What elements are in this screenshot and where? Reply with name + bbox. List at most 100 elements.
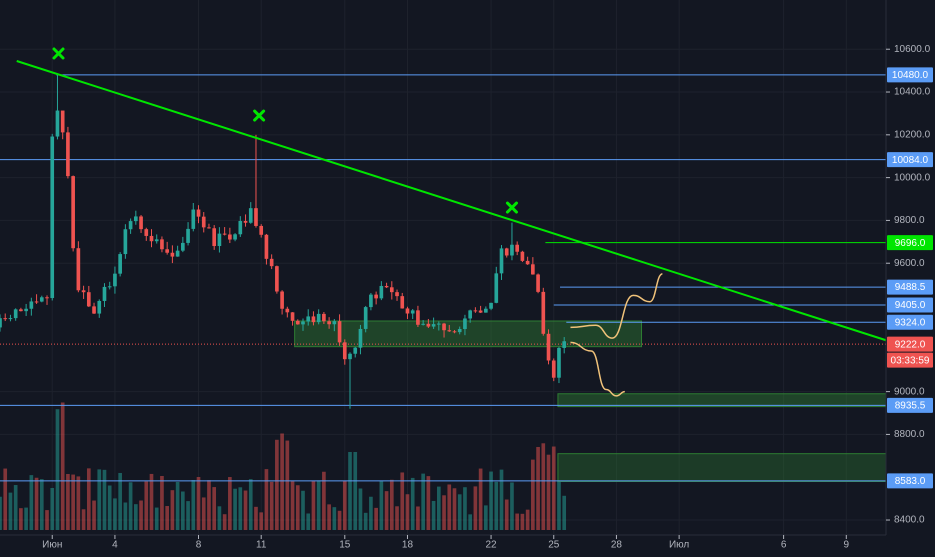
level-price-tag: 9405.0 (887, 297, 933, 313)
volume-bar (24, 507, 28, 530)
volume-bar (19, 508, 23, 530)
candle-body (520, 251, 525, 261)
candle-body (50, 136, 55, 299)
x-tick-label: 9 (844, 540, 850, 551)
volume-bar (13, 485, 18, 530)
volume-bar (238, 487, 243, 530)
volume-bar (275, 439, 279, 530)
support-zone[interactable] (557, 453, 887, 482)
candle-body (170, 252, 175, 257)
volume-bar (254, 506, 258, 530)
candle-body (510, 244, 514, 256)
level-price-tag-label: 9324.0 (895, 317, 926, 328)
volume-bar (144, 481, 149, 530)
projection-path[interactable] (570, 273, 663, 339)
candle-body (348, 353, 352, 360)
candle-body (499, 248, 504, 274)
candle-body (436, 323, 441, 325)
level-price-tag: 10480.0 (887, 67, 933, 83)
candle-body (107, 286, 112, 288)
level-price-tag: 8583.0 (887, 473, 933, 489)
volume-bar (442, 495, 446, 530)
volume-bar (358, 488, 363, 530)
y-tick-label: 10000.0 (894, 172, 931, 183)
candle-body (452, 331, 457, 333)
volume-bar (60, 402, 65, 530)
candle-body (384, 285, 389, 288)
y-tick-label: 9600.0 (894, 258, 925, 269)
level-price-tag-bg (887, 314, 933, 330)
level-price-tag-label: 10084.0 (892, 155, 929, 166)
volume-bar (489, 471, 493, 530)
horizontal-levels[interactable] (0, 74, 886, 482)
candlesticks (0, 74, 567, 409)
candle-body (358, 328, 363, 348)
x-tick-label: 22 (485, 540, 497, 551)
projection-paths[interactable] (570, 273, 663, 397)
candle-body (551, 360, 556, 378)
candle-body (207, 227, 211, 229)
price-axis[interactable]: 10600.0 10400.0 10200.0 10000.0 9800.0 9600.0… (886, 44, 931, 526)
candle-body (102, 286, 107, 301)
projection-path[interactable] (570, 341, 625, 397)
candle-body (468, 310, 472, 319)
volume-bar (76, 476, 81, 530)
volume-bar (39, 479, 44, 530)
support-zone[interactable] (557, 393, 887, 408)
candle-body (186, 228, 190, 243)
level-price-tag: 9324.0 (887, 314, 933, 330)
x-tick-label: 18 (402, 540, 414, 551)
level-price-tag-label: 9488.5 (895, 282, 926, 293)
y-tick-label: 8400.0 (894, 515, 925, 526)
level-price-tag: 8935.5 (887, 397, 933, 413)
trendline-group[interactable] (16, 60, 887, 342)
volume-bar (66, 473, 70, 530)
candle-body (301, 321, 305, 325)
volume-bar (50, 487, 55, 530)
candle-body (484, 308, 488, 313)
candle-body (306, 316, 311, 322)
x-tick-label: 8 (196, 540, 202, 551)
volume-bar (525, 509, 530, 530)
volume-bar (243, 490, 248, 530)
volume-bar (34, 477, 39, 530)
candle-body (316, 313, 321, 323)
trendline[interactable] (16, 60, 887, 342)
volume-bar (353, 452, 358, 530)
candle-body (222, 233, 227, 235)
volume-bar (123, 502, 128, 530)
time-axis[interactable]: Июн 4 8 11 15 18 22 25 28 Июл 6 9 (42, 535, 850, 551)
peak-x-marker (505, 201, 518, 214)
candle-body (295, 320, 300, 325)
volume-bar (562, 495, 567, 530)
support-zone[interactable] (294, 320, 643, 348)
candle-body (13, 309, 18, 319)
y-tick-label: 9000.0 (894, 386, 925, 397)
volume-bar (280, 433, 284, 530)
candle-body (139, 216, 143, 230)
volume-bar (447, 484, 452, 530)
x-tick-label: Июн (42, 540, 62, 551)
candle-body (546, 333, 551, 361)
volume-bar (97, 469, 102, 530)
volume-bar (332, 507, 337, 530)
volume-bar (395, 506, 399, 530)
volume-bar (86, 468, 91, 530)
candle-body (154, 239, 159, 242)
price-axis-tags: 10480.0 10084.0 9696.0 9488.5 9405.0 9324.0 89… (887, 67, 933, 489)
y-tick-label: 10400.0 (894, 87, 931, 98)
volume-bar (379, 481, 384, 530)
volume-bar (405, 494, 410, 530)
level-price-tag: 9488.5 (887, 279, 933, 295)
volume-bar (510, 482, 514, 530)
marker-stroke (253, 109, 266, 122)
candle-body (97, 300, 102, 314)
bar-countdown-tag-label: 03:33:59 (891, 355, 930, 366)
volume-bar (248, 479, 253, 530)
candle-body (421, 323, 425, 325)
volume-bar (494, 481, 499, 530)
candle-body (400, 296, 405, 309)
volume-bar (463, 487, 467, 530)
volume-bar (71, 474, 75, 530)
